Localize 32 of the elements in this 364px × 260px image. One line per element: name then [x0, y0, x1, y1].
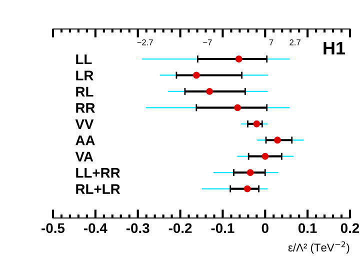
y-tick-label: LR [76, 70, 94, 80]
x-tick-label: 0.2 [340, 223, 360, 234]
point [246, 169, 254, 176]
y-tick-label: AA [76, 136, 95, 146]
text: 2.7 [290, 39, 300, 46]
point [262, 152, 269, 160]
point [253, 120, 260, 128]
y-tick-label: LL [76, 54, 92, 64]
text: −2.7 [137, 39, 153, 46]
point [192, 72, 200, 79]
y-tick-label: RR [76, 103, 95, 113]
y-tick-label: LL+RR [76, 168, 120, 178]
point [206, 88, 214, 95]
point [234, 104, 242, 112]
point [274, 136, 281, 144]
text: 7 [269, 39, 274, 46]
x-tick-label: 0.1 [298, 223, 317, 234]
point [244, 185, 251, 192]
y-tick-label: VA [75, 152, 94, 162]
x-tick-label: -0.4 [84, 223, 108, 234]
text: −7 [203, 39, 212, 46]
y-tick-label: RL [76, 86, 94, 96]
y-tick-label: RL+LR [76, 184, 120, 194]
point [235, 56, 242, 62]
y-tick-label: VV [75, 119, 94, 129]
x-tick-label: -0.3 [126, 223, 150, 234]
x-tick-label: -0.5 [42, 223, 65, 234]
annotation: H1 [324, 42, 346, 54]
x-tick-label: 0 [262, 223, 268, 234]
x-tick-label: -0.2 [168, 223, 192, 234]
x-axis-title: ε/Λ² (TeV$^{−2}$) [288, 241, 350, 254]
x-tick-label: -0.1 [211, 223, 234, 234]
